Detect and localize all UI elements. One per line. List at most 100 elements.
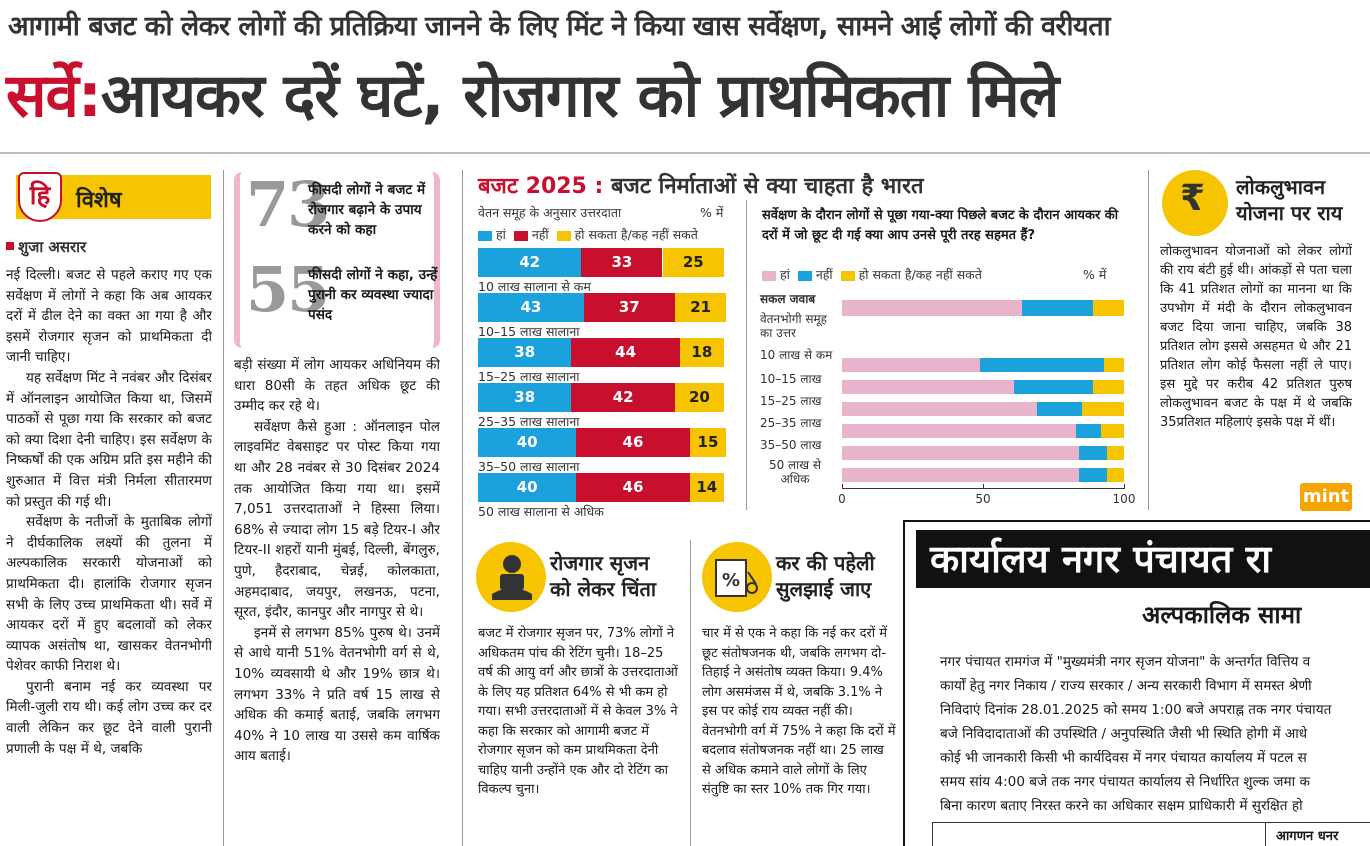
legend-label: नहीं: [815, 267, 833, 282]
chart1-bar: 15: [689, 428, 727, 457]
stat-text: फीसदी लोगों ने बजट में रोजगार बढ़ाने के …: [308, 182, 426, 238]
chart2-bar: [1107, 446, 1124, 460]
tax-title-line2: सुलझाई जाए: [776, 577, 872, 601]
chart1-bar: 14: [689, 473, 724, 502]
chart1-bar: 33: [581, 248, 663, 277]
chart1-bar: 25: [662, 248, 724, 277]
column-divider: [1148, 170, 1149, 510]
chart1-category-label: 10–15 लाख सालाना: [478, 324, 580, 339]
chart2-bar: [1104, 358, 1124, 372]
headline-main: आयकर दरें घटें, रोजगार को प्राथमिकता मिल…: [100, 61, 1059, 131]
notice-table: [932, 822, 1370, 846]
chart2-bar: [1081, 402, 1124, 416]
chart2-plot: सकल जवाब वेतनभोगी समूह का उत्तर 10 लाख से …: [760, 290, 1135, 512]
chart2-bar: [1078, 446, 1108, 460]
chart1-bar: 42: [478, 248, 582, 277]
chart2-category-label: 10–15 लाख: [760, 372, 822, 386]
chart1-plot: 42 33 25 10 लाख सालाना से कम 43 37 21 10–15 लाख…: [478, 248, 728, 538]
svg-text:%: %: [722, 570, 740, 591]
paragraph: यह सर्वेक्षण मिंट ने नवंबर और दिसंबर में…: [6, 369, 212, 510]
chart1-category-label: 35–50 लाख सालाना: [478, 459, 580, 474]
chart1-bar: 44: [571, 338, 680, 367]
chart2-unit: % में: [1083, 267, 1107, 282]
chart2-bar: [980, 358, 1105, 372]
stat-text: फीसदी लोगों ने कहा, उन्हें पुरानी कर व्य…: [308, 267, 438, 323]
byline-marker: [6, 242, 14, 250]
chart2-bar: [842, 468, 1079, 482]
tax-title: कर की पहेली सुलझाई जाए: [776, 550, 875, 602]
headline-prefix: सर्वे:: [6, 61, 102, 131]
article-column-2: बड़ी संख्या में लोग आयकर अधिनियम की धारा…: [234, 355, 440, 845]
chart1-bar: 40: [478, 473, 577, 502]
legend-swatch: [478, 230, 492, 241]
chart1-unit: % में: [700, 205, 724, 220]
notice-heading: कार्यालय नगर पंचायत रा: [916, 530, 1370, 588]
legend-label: हां: [496, 227, 506, 242]
legend-swatch: [797, 270, 812, 281]
chart2-category-label: वेतनभोगी समूह का उत्तर: [760, 312, 828, 340]
chart2-bar: [842, 402, 1037, 416]
legend-label: नहीं: [531, 227, 549, 242]
notice-table-divider: [1265, 822, 1266, 846]
chart1-category-label: 10 लाख सालाना से कम: [478, 279, 591, 294]
money-bag-icon: ₹: [1180, 178, 1206, 219]
chart2-bar: [842, 358, 981, 372]
mint-logo: mint: [1300, 483, 1352, 511]
chart-header-title: बजट निर्माताओं से क्या चाहता है भारत: [611, 174, 924, 199]
notice-line: कार्यों हेतु नगर निकाय / राज्य सरकार / अ…: [940, 678, 1312, 694]
chart2-bar: [1036, 402, 1082, 416]
legend-swatch: [513, 230, 528, 241]
notice-line: निविदाएं दिनांक 28.01.2025 को समय 1:00 ब…: [940, 702, 1332, 718]
notice-table-header: आगणन धनर: [1276, 829, 1339, 844]
legend-swatch: [762, 270, 776, 281]
jobs-title: रोजगार सृजन को लेकर चिंता: [550, 550, 656, 602]
stat-number: 73: [246, 168, 330, 241]
chart1-category-label: 50 लाख सालाना से अधिक: [478, 504, 604, 519]
chart2-bar: [1092, 300, 1124, 316]
tax-body: चार में से एक ने कहा कि नई कर दरों में छ…: [702, 626, 896, 797]
byline: शुजा असरार: [18, 238, 87, 256]
paragraph: सर्वेक्षण के नतीजों के मुताबिक लोगों ने …: [6, 514, 212, 675]
chart2-category-label: 50 लाख से अधिक: [768, 458, 822, 486]
paragraph: बड़ी संख्या में लोग आयकर अधिनियम की धारा…: [234, 357, 440, 415]
notice-line: बिना कारण बताए निरस्त करने का अधिकार सक्…: [940, 798, 1303, 814]
chart2-category-label: सकल जवाब: [760, 292, 816, 306]
chart2-title: सर्वेक्षण के दौरान लोगों से पूछा गया-क्य…: [762, 208, 1119, 243]
notice-box: [903, 520, 1370, 846]
chart2-x-tick: [1124, 484, 1125, 489]
notice-subheading: अल्पकालिक सामा: [1142, 601, 1302, 629]
chart1-bar: 21: [674, 293, 727, 322]
chart2-x-tick-label: 0: [838, 492, 846, 506]
column-divider: [462, 170, 463, 846]
chart1-bar: 40: [478, 428, 577, 457]
notice-line: समय सांय 4:00 बजे तक नगर पंचायत कार्यालय…: [940, 774, 1310, 790]
chart1-bar: 46: [576, 473, 690, 502]
chart2-x-tick-label: 100: [1112, 492, 1136, 506]
main-headline: सर्वे:आयकर दरें घटें, रोजगार को प्राथमिक…: [6, 61, 1059, 131]
chart-header-year: बजट 2025 :: [478, 174, 604, 199]
chart1-bar: 37: [583, 293, 675, 322]
chart-header: बजट 2025 : बजट निर्माताओं से क्या चाहता …: [478, 170, 924, 200]
column-divider: [690, 540, 691, 846]
chart2-x-tick: [983, 484, 984, 489]
chart1-legend: हां नहीं हो सकता है/कह नहीं सकते: [478, 226, 698, 243]
jobs-body: बजट में रोजगार सृजन पर, 73% लोगों ने अधि…: [478, 626, 678, 797]
chart2-bar: [1076, 424, 1102, 438]
chart1-bar: 20: [674, 383, 724, 412]
chart2-bar: [1014, 380, 1093, 394]
populist-title-line2: योजना पर राय: [1236, 201, 1343, 225]
chart1-title: वेतन समूह के अनुसार उत्तरदाता: [478, 205, 622, 220]
chart2-x-tick-label: 50: [975, 492, 991, 506]
legend-label: हां: [780, 267, 790, 282]
chart1-bar: 46: [576, 428, 690, 457]
chart2-legend: हां नहीं हो सकता है/कह नहीं सकते: [762, 266, 982, 283]
legend-swatch: [840, 270, 855, 281]
chart2-bar: [842, 446, 1079, 460]
legend-label: हो सकता है/कह नहीं सकते: [858, 267, 982, 282]
populist-icon-bg: [1162, 170, 1228, 236]
chart2-bar: [1101, 424, 1124, 438]
chart2-bar: [1078, 468, 1108, 482]
kicker-headline: आगामी बजट को लेकर लोगों की प्रतिक्रिया ज…: [8, 11, 1111, 42]
chart2-category-label: 25–35 लाख: [760, 416, 822, 430]
chart2-bar: [1022, 300, 1093, 316]
